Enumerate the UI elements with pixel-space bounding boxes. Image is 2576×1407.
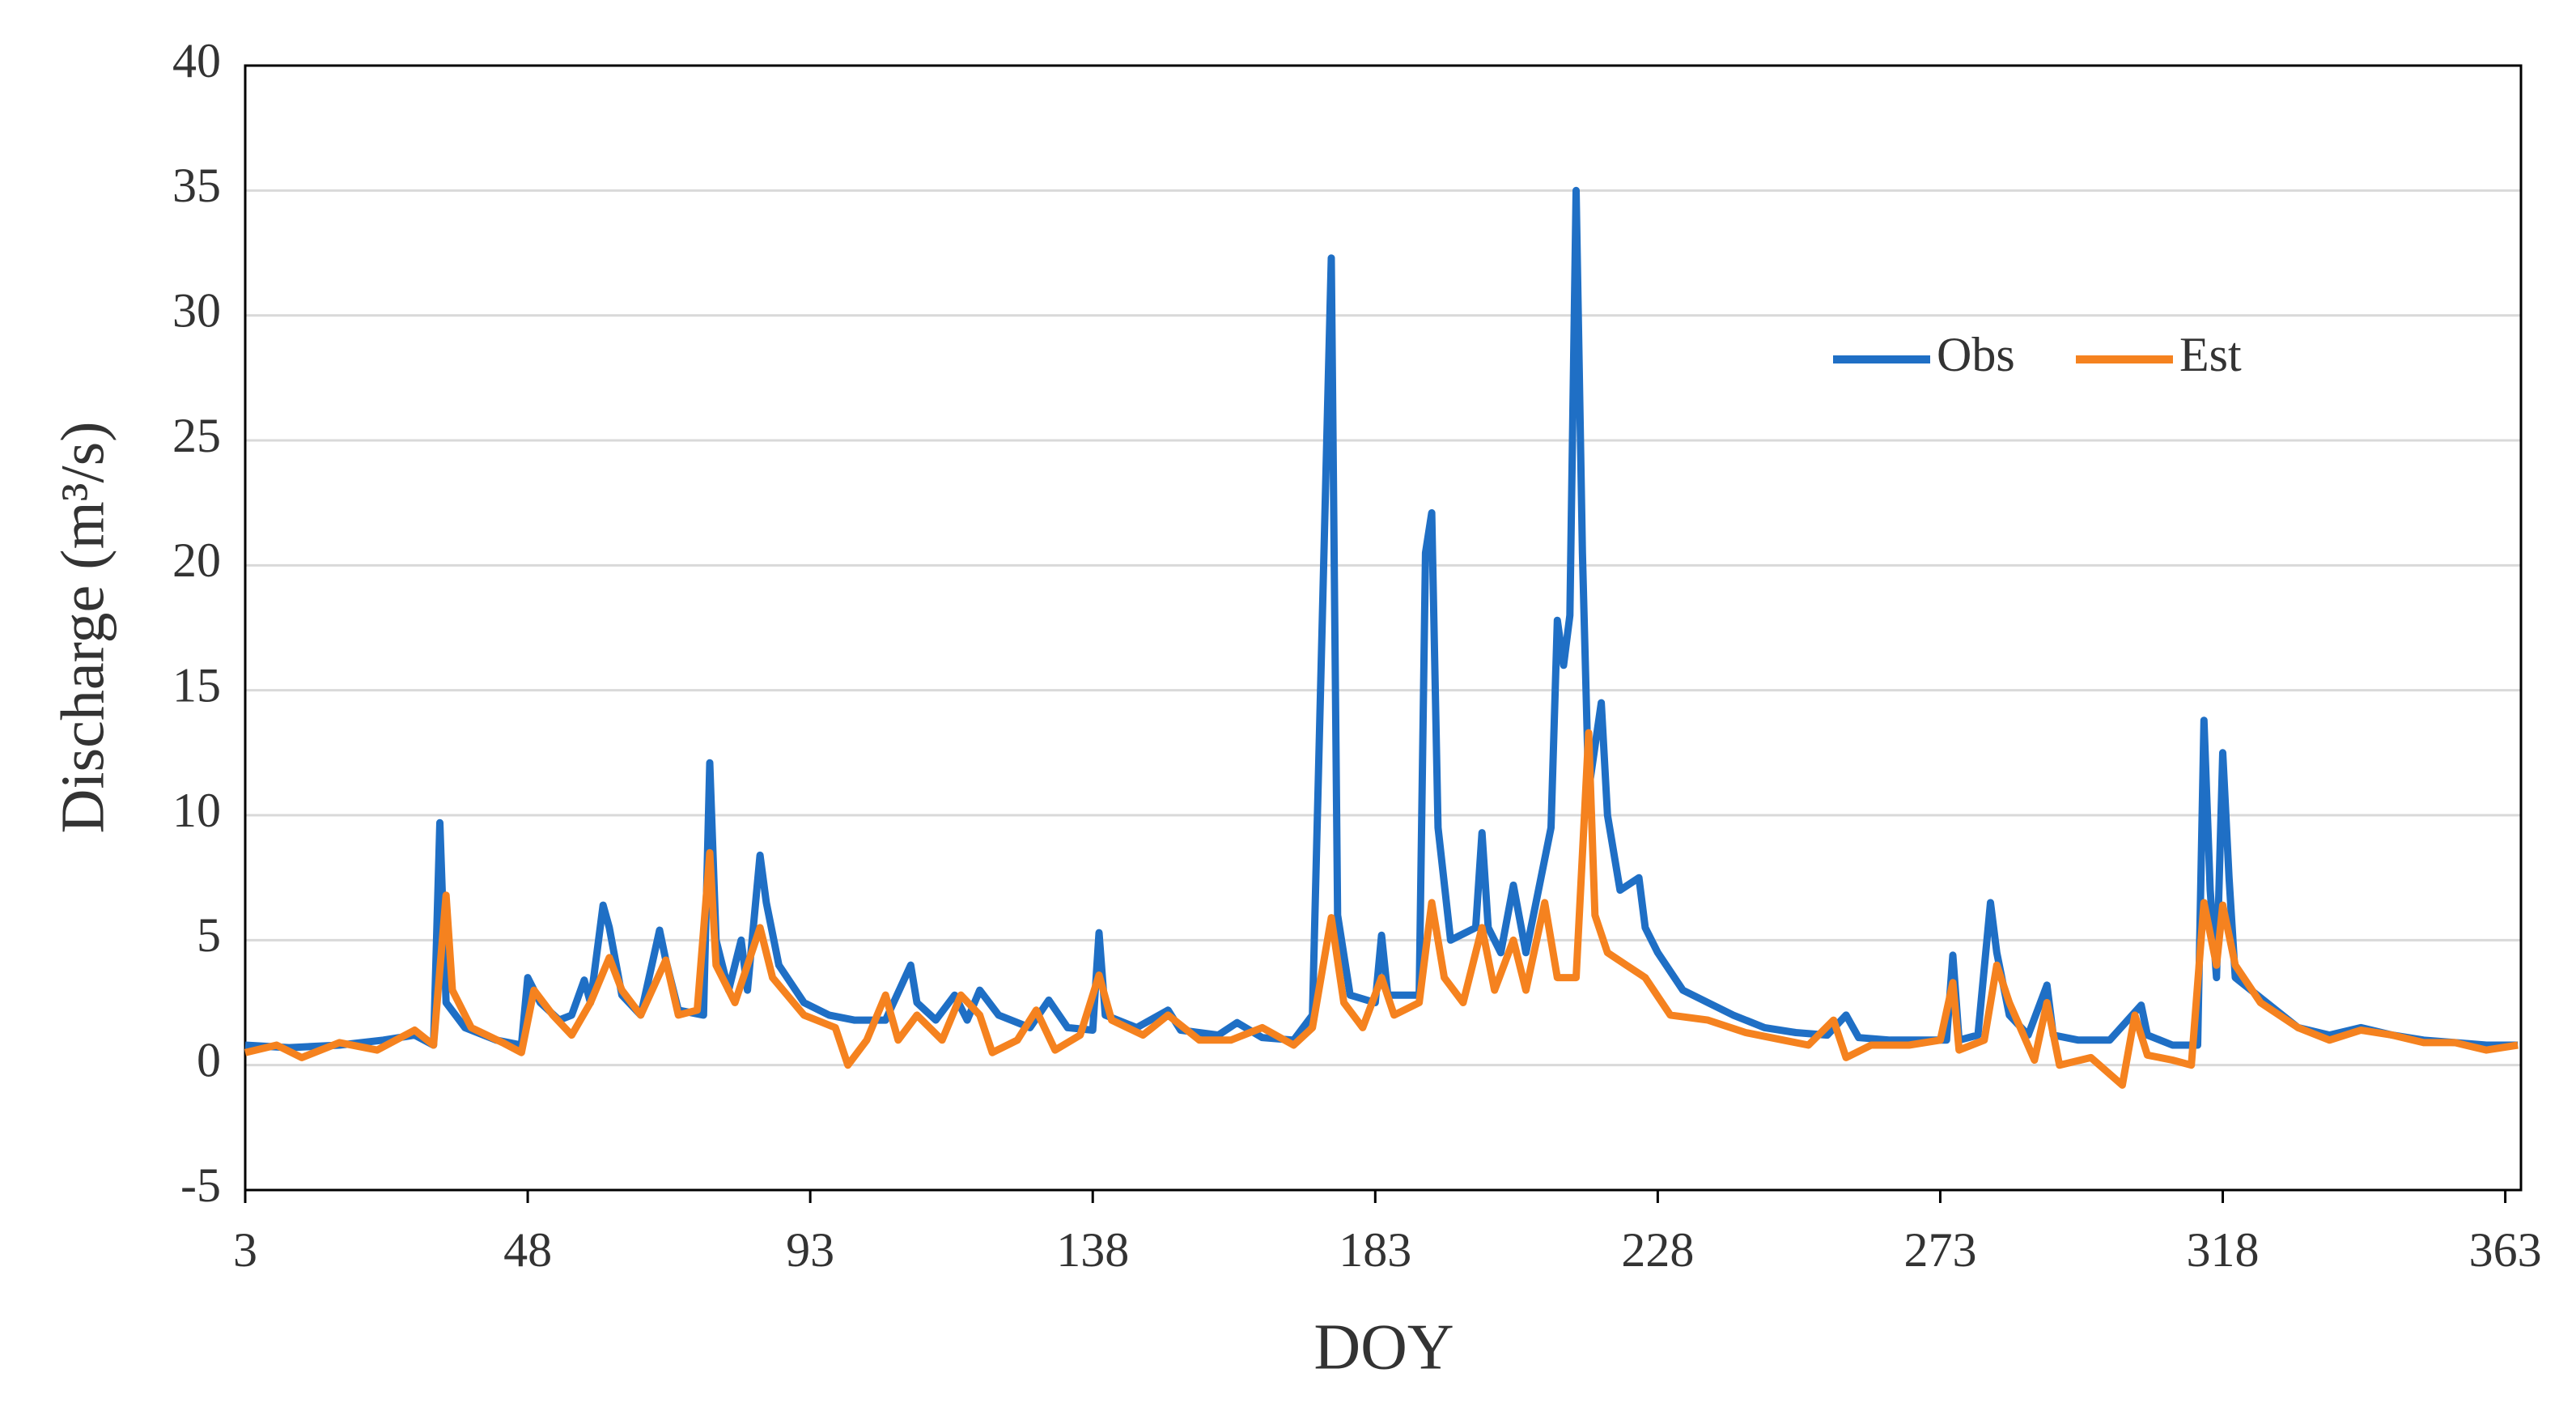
series-line: [244, 186, 2519, 1052]
x-tick-label: 363: [2469, 1223, 2542, 1277]
x-axis-title: DOY: [1313, 1311, 1454, 1383]
y-axis-title: Discharge (m³/s): [49, 422, 117, 834]
x-tick-label: 138: [1056, 1223, 1129, 1277]
y-tick-label: 35: [172, 159, 221, 212]
x-tick-label: 93: [786, 1223, 834, 1277]
x-tick-label: 273: [1903, 1223, 1976, 1277]
y-tick-label: 5: [197, 908, 221, 962]
legend-label: Est: [2179, 328, 2242, 381]
y-tick-label: 20: [172, 533, 221, 587]
x-tick-label: 48: [503, 1223, 552, 1277]
y-tick-label: 25: [172, 409, 221, 462]
legend-label: Obs: [1937, 328, 2015, 381]
y-tick-label: 0: [197, 1033, 221, 1086]
y-tick-label: 10: [172, 784, 221, 837]
x-tick-label: 228: [1621, 1223, 1694, 1277]
y-tick-label: 40: [172, 34, 221, 87]
x-tick-label: 318: [2187, 1223, 2260, 1277]
y-tick-label: -5: [180, 1158, 221, 1212]
x-tick-label: 3: [233, 1223, 257, 1277]
y-tick-label: 15: [172, 658, 221, 712]
series-line: [244, 729, 2519, 1089]
plot-frame: [244, 64, 2523, 1192]
x-tick-label: 183: [1339, 1223, 1411, 1277]
y-tick-label: 30: [172, 283, 221, 337]
